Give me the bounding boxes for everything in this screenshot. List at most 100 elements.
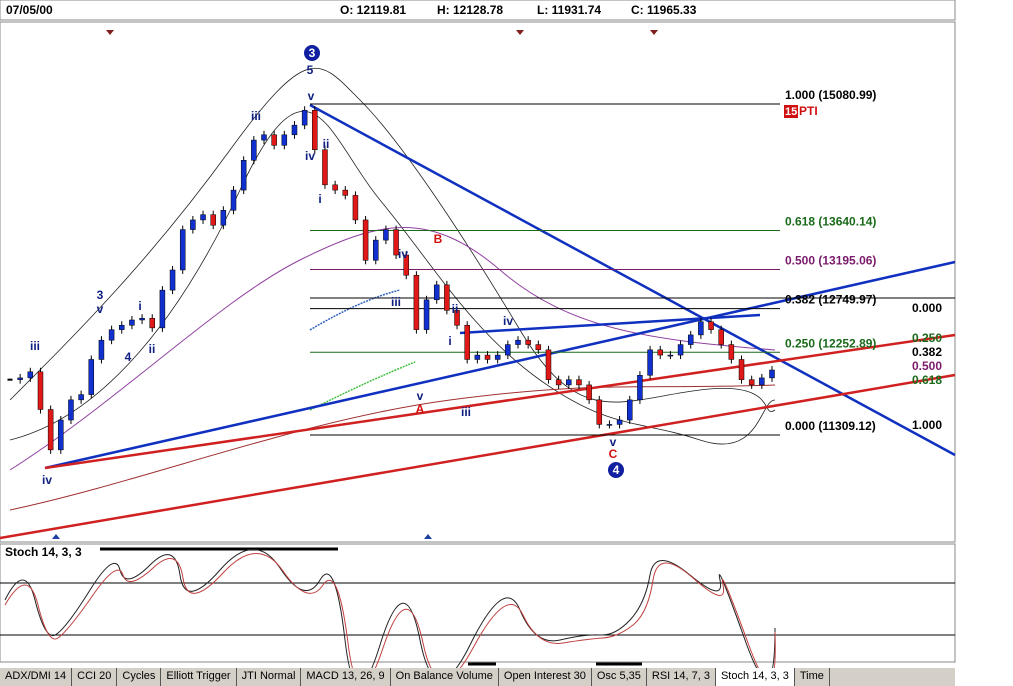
candle — [748, 379, 755, 386]
candle — [576, 379, 582, 386]
candle — [566, 379, 572, 386]
candle — [261, 134, 267, 141]
candle — [169, 269, 176, 291]
wave-label: v — [417, 389, 424, 403]
candle — [159, 289, 166, 329]
wave-label: B — [434, 232, 443, 246]
stoch-d — [4, 553, 776, 668]
candle — [708, 321, 714, 330]
indicator-tab[interactable]: Time — [795, 668, 830, 686]
candle — [637, 375, 643, 401]
candle — [108, 329, 115, 341]
fib-label: 0.382 — [912, 345, 942, 359]
indicator-tab[interactable]: CCI 20 — [72, 668, 118, 686]
candle — [505, 344, 511, 356]
candle — [362, 219, 369, 261]
fib-label: 0.000 — [912, 301, 942, 315]
candle — [535, 344, 542, 351]
fib-label: 0.250 — [912, 331, 942, 345]
indicator-tab[interactable]: Cycles — [117, 668, 162, 686]
time-markers — [52, 30, 658, 539]
candle — [210, 214, 216, 226]
candle — [240, 160, 247, 191]
candle — [545, 349, 552, 380]
wave-label: 4 — [125, 350, 132, 364]
candle — [555, 379, 562, 386]
wave-label: iv — [42, 473, 52, 487]
candle — [332, 184, 338, 191]
stoch-title: Stoch 14, 3, 3 — [5, 545, 82, 559]
candle — [444, 284, 450, 311]
candle — [271, 134, 277, 146]
high: H: 12128.78 — [437, 3, 503, 17]
indicator-tab[interactable]: RSI 14, 7, 3 — [647, 668, 716, 686]
candle — [129, 319, 135, 326]
candle — [352, 195, 359, 221]
pti-text: PTI — [799, 104, 818, 118]
indicator-tab[interactable]: On Balance Volume — [391, 668, 499, 686]
fib-label: 0.618 — [912, 373, 942, 387]
candle — [7, 378, 13, 381]
candle — [68, 399, 74, 421]
header-bar — [0, 0, 956, 21]
indicator-tab[interactable]: MACD 13, 26, 9 — [301, 668, 391, 686]
fib-label: 0.000 (11309.12) — [785, 419, 876, 433]
fib-label: 1.000 (15080.99) — [785, 88, 876, 102]
candle — [454, 310, 460, 326]
wave-label: C — [609, 447, 618, 461]
candle — [474, 354, 481, 360]
wave-label: 5 — [307, 63, 314, 77]
candle — [98, 339, 105, 360]
indicator-tab[interactable]: ADX/DMI 14 — [0, 668, 73, 686]
wave-label: i — [448, 334, 451, 348]
fib-label: 1.000 — [912, 418, 942, 432]
indicator-tabs: ADX/DMI 14 CCI 20 Cycles Elliott Trigger JTI… — [0, 668, 955, 686]
candle — [200, 214, 206, 221]
candle — [586, 384, 592, 401]
candle — [759, 377, 765, 386]
candle — [58, 419, 64, 451]
candle — [179, 229, 186, 271]
wave-label: i — [138, 299, 141, 313]
wave-circle-label: 4 — [613, 463, 620, 477]
wave-label: iv — [503, 314, 513, 328]
chart-window: 07/05/00 O: 12119.81 H: 12128.78 L: 1193… — [0, 0, 956, 668]
candle — [230, 189, 237, 211]
candle — [373, 239, 379, 261]
wave-circle-label: 3 — [309, 46, 316, 60]
candle — [149, 317, 155, 329]
open: O: 12119.81 — [340, 3, 406, 17]
wave-label: iii — [251, 109, 261, 123]
fib-label: 0.500 (13195.06) — [785, 254, 876, 268]
right-fib-labels: 0.000 0.250 0.382 0.500 0.618 1.000 — [912, 301, 942, 432]
candle — [139, 317, 145, 321]
indicator-tab[interactable]: Elliott Trigger — [161, 668, 237, 686]
indicator-tab[interactable]: Stoch 14, 3, 3 — [715, 668, 795, 686]
candle — [728, 344, 735, 360]
candle — [433, 284, 440, 301]
candle — [342, 189, 349, 196]
wave-circle — [304, 45, 320, 61]
indicator-tab[interactable]: Osc 5,35 — [592, 668, 647, 686]
candle — [403, 254, 409, 276]
candle — [88, 359, 95, 395]
date: 07/05/00 — [6, 3, 53, 17]
candle — [698, 321, 704, 336]
candle — [281, 134, 288, 146]
candle — [718, 329, 724, 345]
low: L: 11931.74 — [537, 3, 601, 17]
wave-label: iii — [30, 339, 40, 353]
indicator-tab[interactable]: Open Interest 30 — [499, 668, 592, 686]
candle — [515, 339, 521, 345]
candle — [27, 371, 34, 379]
candle — [251, 139, 257, 161]
wave-label: ii — [323, 137, 330, 151]
candle — [677, 344, 684, 356]
candle — [464, 324, 470, 360]
fib-label: 0.382 (12749.97) — [785, 293, 876, 307]
candle — [47, 409, 54, 451]
wave-label: i — [318, 192, 321, 206]
indicator-tab[interactable]: JTI Normal — [237, 668, 302, 686]
candle — [413, 274, 420, 330]
